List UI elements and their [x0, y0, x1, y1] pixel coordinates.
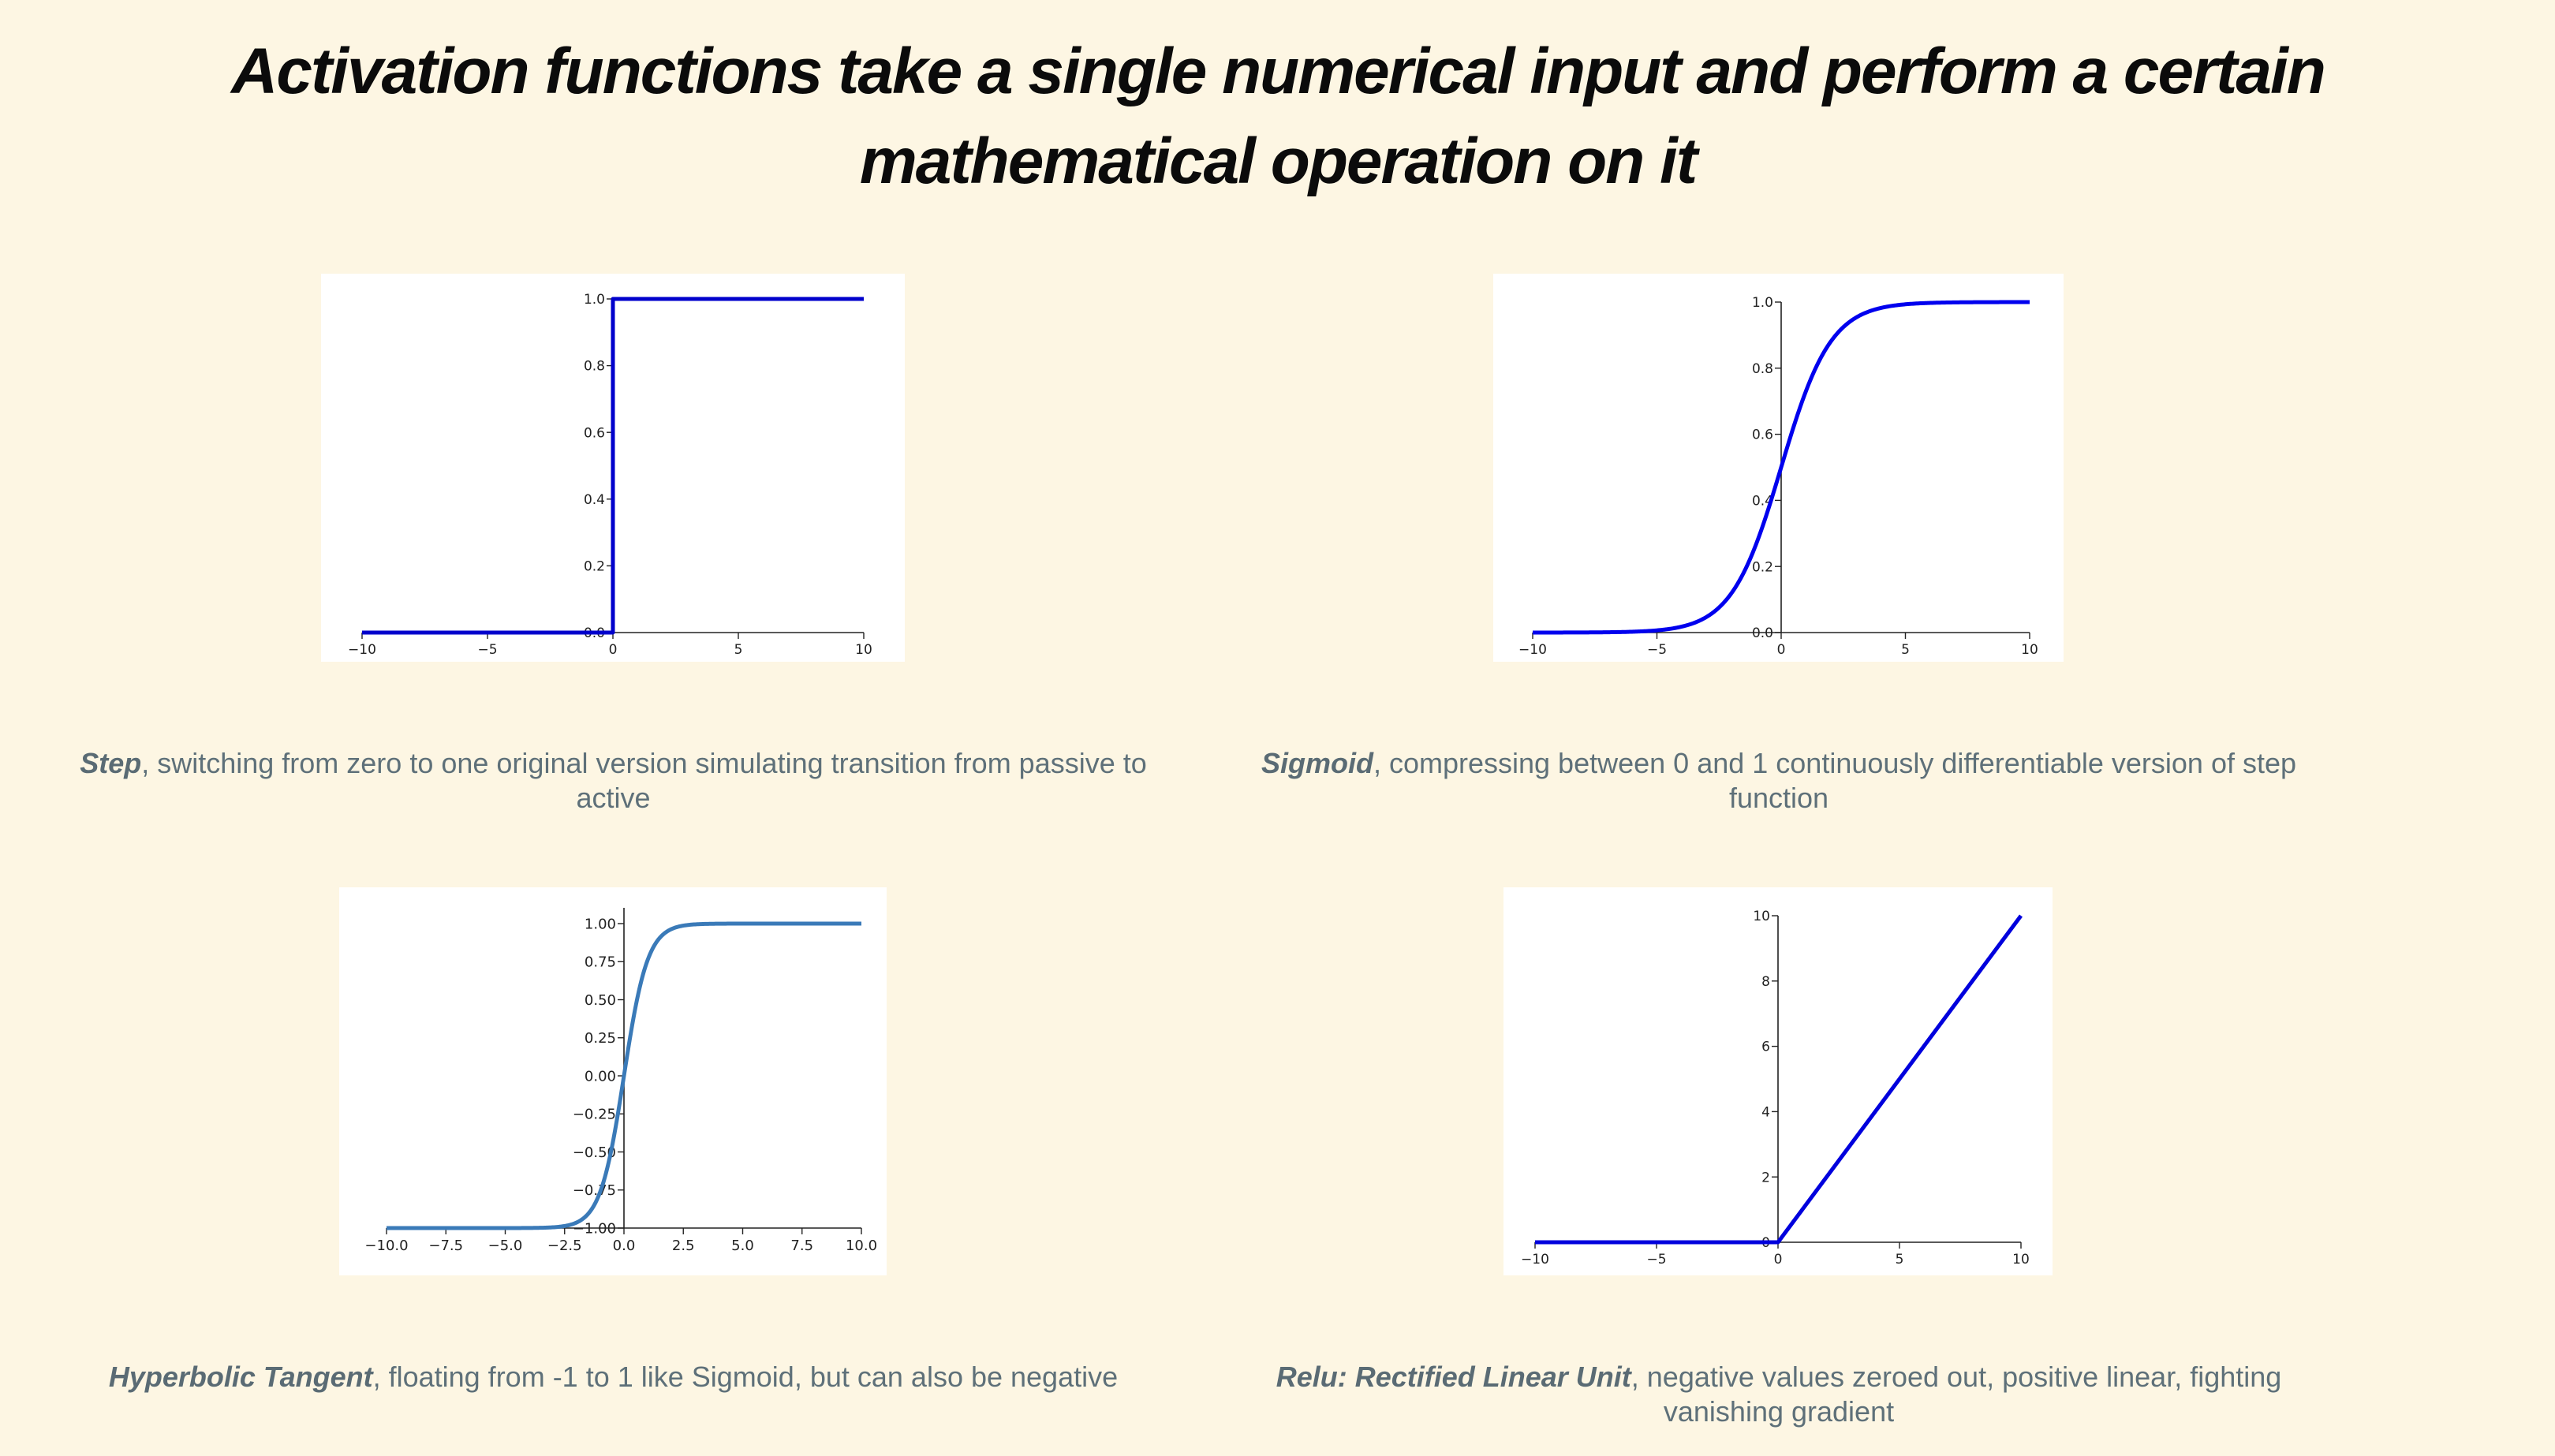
step-y-tick-label: 0.2	[584, 559, 605, 575]
tanh-series-line	[386, 921, 862, 1230]
step-y-tick-label: 0.8	[584, 359, 605, 375]
tanh-x-tick-label: −2.5	[547, 1238, 582, 1254]
step-caption: Step, switching from zero to one origina…	[63, 746, 1164, 816]
sigmoid-y-tick-label: 1.0	[1752, 295, 1773, 311]
tanh-y-tick-label: −0.25	[573, 1107, 616, 1123]
sigmoid-chart: −10 −5 0 5 10 0.0 0.2 0.4 0.6 0.8 1.0	[1493, 274, 2064, 662]
tanh-caption-name: Hyperbolic Tangent	[108, 1361, 373, 1393]
step-caption-text: , switching from zero to one original ve…	[141, 747, 1147, 814]
sigmoid-y-tick-label: 0.2	[1752, 559, 1773, 575]
tanh-chart: −10.0 −7.5 −5.0 −2.5 0.0 2.5 5.0 7.5 10.0 −1.00 −0…	[339, 887, 887, 1275]
tanh-x-tick-label: 2.5	[672, 1238, 695, 1254]
relu-chart: −10 −5 0 5 10 0 2 4 6 8 10	[1503, 887, 2053, 1275]
sigmoid-x-tick-label: 0	[1777, 642, 1786, 658]
tanh-x-tick-label: −10.0	[364, 1238, 408, 1254]
relu-x-tick-label: −10	[1521, 1252, 1549, 1267]
relu-y-tick-label: 6	[1761, 1040, 1770, 1055]
step-y-tick-label: 1.0	[584, 292, 605, 308]
relu-y-tick-label: 10	[1753, 909, 1770, 924]
relu-series-line	[1535, 914, 2023, 1245]
step-x-tick-label: −10	[348, 642, 376, 658]
tanh-caption: Hyperbolic Tangent, floating from -1 to …	[63, 1360, 1164, 1394]
sigmoid-x-tick-label: 10	[2021, 642, 2038, 658]
step-series-line	[362, 297, 864, 635]
relu-x-tick-label: 0	[1774, 1252, 1783, 1267]
sigmoid-series-line	[1532, 300, 2030, 635]
sigmoid-caption-name: Sigmoid	[1261, 747, 1373, 779]
relu-caption-name: Relu: Rectified Linear Unit	[1276, 1361, 1631, 1393]
tanh-chart-svg: −10.0 −7.5 −5.0 −2.5 0.0 2.5 5.0 7.5 10.0 −1.00 −0…	[364, 908, 877, 1254]
sigmoid-caption: Sigmoid, compressing between 0 and 1 con…	[1246, 746, 2311, 816]
relu-y-tick-label: 2	[1761, 1170, 1770, 1185]
sigmoid-x-tick-label: −10	[1518, 642, 1547, 658]
tanh-y-tick-label: 0.25	[585, 1030, 616, 1047]
tanh-y-tick-label: −1.00	[573, 1220, 616, 1237]
step-x-tick-label: 0	[609, 642, 618, 658]
slide-title: Activation functions take a single numer…	[231, 35, 2326, 197]
relu-x-tick-label: −5	[1646, 1252, 1666, 1267]
relu-x-tick-label: 5	[1896, 1252, 1904, 1267]
sigmoid-caption-text: , compressing between 0 and 1 continuous…	[1373, 747, 2297, 814]
tanh-x-tick-label: −7.5	[428, 1238, 463, 1254]
sigmoid-x-tick-label: 5	[1901, 642, 1910, 658]
tanh-y-tick-label: 0.75	[585, 954, 616, 971]
step-y-tick-label: 0.6	[584, 425, 605, 441]
sigmoid-x-tick-label: −5	[1647, 642, 1667, 658]
step-chart-svg: −10 −5 0 5 100.00.20.40.60.81.0	[348, 292, 872, 658]
step-chart: −10 −5 0 5 10 0.0 0.2 0.4 0.6 0.8 1.0	[321, 274, 905, 662]
step-y-tick-label: 0.4	[584, 492, 605, 508]
sigmoid-y-tick-label: 0.6	[1752, 427, 1773, 443]
step-x-tick-label: 10	[855, 642, 872, 658]
tanh-y-tick-label: 0.50	[585, 992, 616, 1009]
sigmoid-y-tick-label: 0.8	[1752, 361, 1773, 377]
tanh-y-tick-label: 1.00	[585, 916, 616, 932]
relu-caption: Relu: Rectified Linear Unit, negative va…	[1215, 1360, 2343, 1429]
tanh-x-tick-label: 7.5	[790, 1238, 813, 1254]
step-x-tick-label: 5	[734, 642, 743, 658]
tanh-y-tick-label: −0.75	[573, 1182, 616, 1199]
sigmoid-chart-svg: −10 −5 0 5 100.00.20.40.60.81.0	[1518, 295, 2038, 658]
tanh-x-tick-label: 0.0	[613, 1238, 636, 1254]
tanh-x-tick-label: 10.0	[846, 1238, 877, 1254]
sigmoid-y-tick-label: 0.0	[1752, 625, 1773, 641]
step-caption-name: Step	[80, 747, 142, 779]
tanh-x-tick-label: 5.0	[731, 1238, 754, 1254]
relu-y-tick-label: 8	[1761, 974, 1770, 990]
relu-x-tick-label: 10	[2012, 1252, 2030, 1267]
tanh-caption-text: , floating from -1 to 1 like Sigmoid, bu…	[372, 1361, 1119, 1393]
tanh-y-tick-label: 0.00	[585, 1068, 616, 1085]
step-x-tick-label: −5	[477, 642, 497, 658]
tanh-y-tick-label: −0.50	[573, 1144, 616, 1161]
relu-y-tick-label: 4	[1761, 1105, 1770, 1121]
relu-caption-text: , negative values zeroed out, positive l…	[1630, 1361, 2282, 1428]
tanh-x-tick-label: −5.0	[488, 1238, 523, 1254]
